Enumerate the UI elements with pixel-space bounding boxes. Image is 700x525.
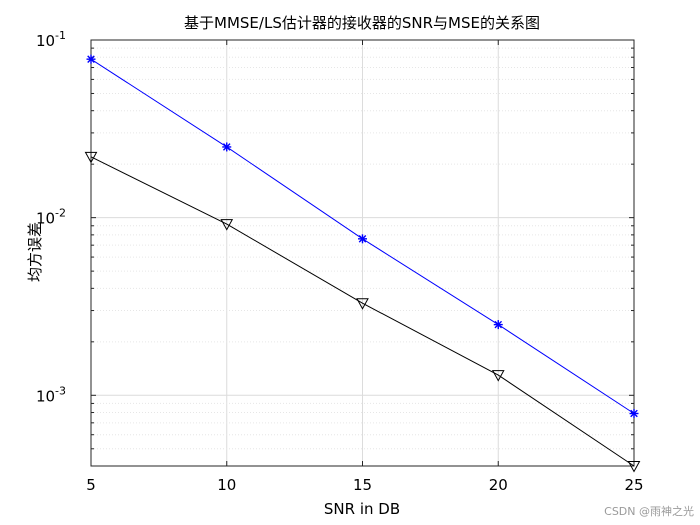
data-point-asterisk bbox=[222, 142, 232, 152]
y-tick-label: 10-2 bbox=[36, 207, 66, 228]
y-tick-label: 10-3 bbox=[36, 384, 66, 405]
chart-title: 基于MMSE/LS估计器的接收器的SNR与MSE的关系图 bbox=[184, 14, 540, 32]
y-axis-label: 均方误差 bbox=[26, 222, 44, 282]
x-tick-label: 25 bbox=[624, 476, 643, 494]
x-tick-label: 10 bbox=[217, 476, 236, 494]
y-tick-labels: 10-110-210-3 bbox=[36, 29, 66, 405]
y-tick-exponent: -2 bbox=[55, 207, 66, 220]
x-tick-label: 20 bbox=[489, 476, 508, 494]
x-tick-labels: 5 10 15 20 25 bbox=[86, 476, 643, 494]
y-tick-base: 10 bbox=[36, 387, 55, 405]
y-tick-exponent: -1 bbox=[55, 29, 66, 42]
data-point-triangle bbox=[220, 219, 234, 231]
x-axis-label: SNR in DB bbox=[324, 500, 400, 518]
asterisk-stroke bbox=[630, 409, 638, 418]
x-tick-label: 5 bbox=[86, 476, 96, 494]
data-point-asterisk bbox=[493, 320, 503, 330]
data-point-asterisk bbox=[86, 54, 96, 64]
data-point-asterisk bbox=[358, 234, 367, 244]
series-2 bbox=[84, 151, 641, 473]
y-tick-label: 10-1 bbox=[36, 29, 66, 50]
series-layer bbox=[84, 54, 641, 473]
y-tick-exponent: -3 bbox=[55, 384, 66, 397]
asterisk-stroke bbox=[358, 235, 367, 243]
asterisk-stroke bbox=[222, 143, 231, 151]
series-1 bbox=[86, 54, 639, 418]
asterisk-stroke bbox=[494, 320, 503, 329]
data-point-triangle bbox=[84, 151, 98, 164]
watermark: CSDN @雨神之光 bbox=[604, 505, 694, 518]
data-point-triangle bbox=[491, 370, 505, 382]
series-line bbox=[90, 156, 635, 467]
asterisk-stroke bbox=[87, 55, 95, 63]
y-tick-base: 10 bbox=[36, 210, 55, 228]
data-point-triangle bbox=[356, 298, 369, 310]
x-tick-label: 15 bbox=[353, 476, 372, 494]
data-point-asterisk bbox=[629, 408, 639, 418]
grid bbox=[91, 40, 634, 466]
y-tick-base: 10 bbox=[36, 32, 55, 50]
data-point-triangle bbox=[627, 461, 641, 473]
